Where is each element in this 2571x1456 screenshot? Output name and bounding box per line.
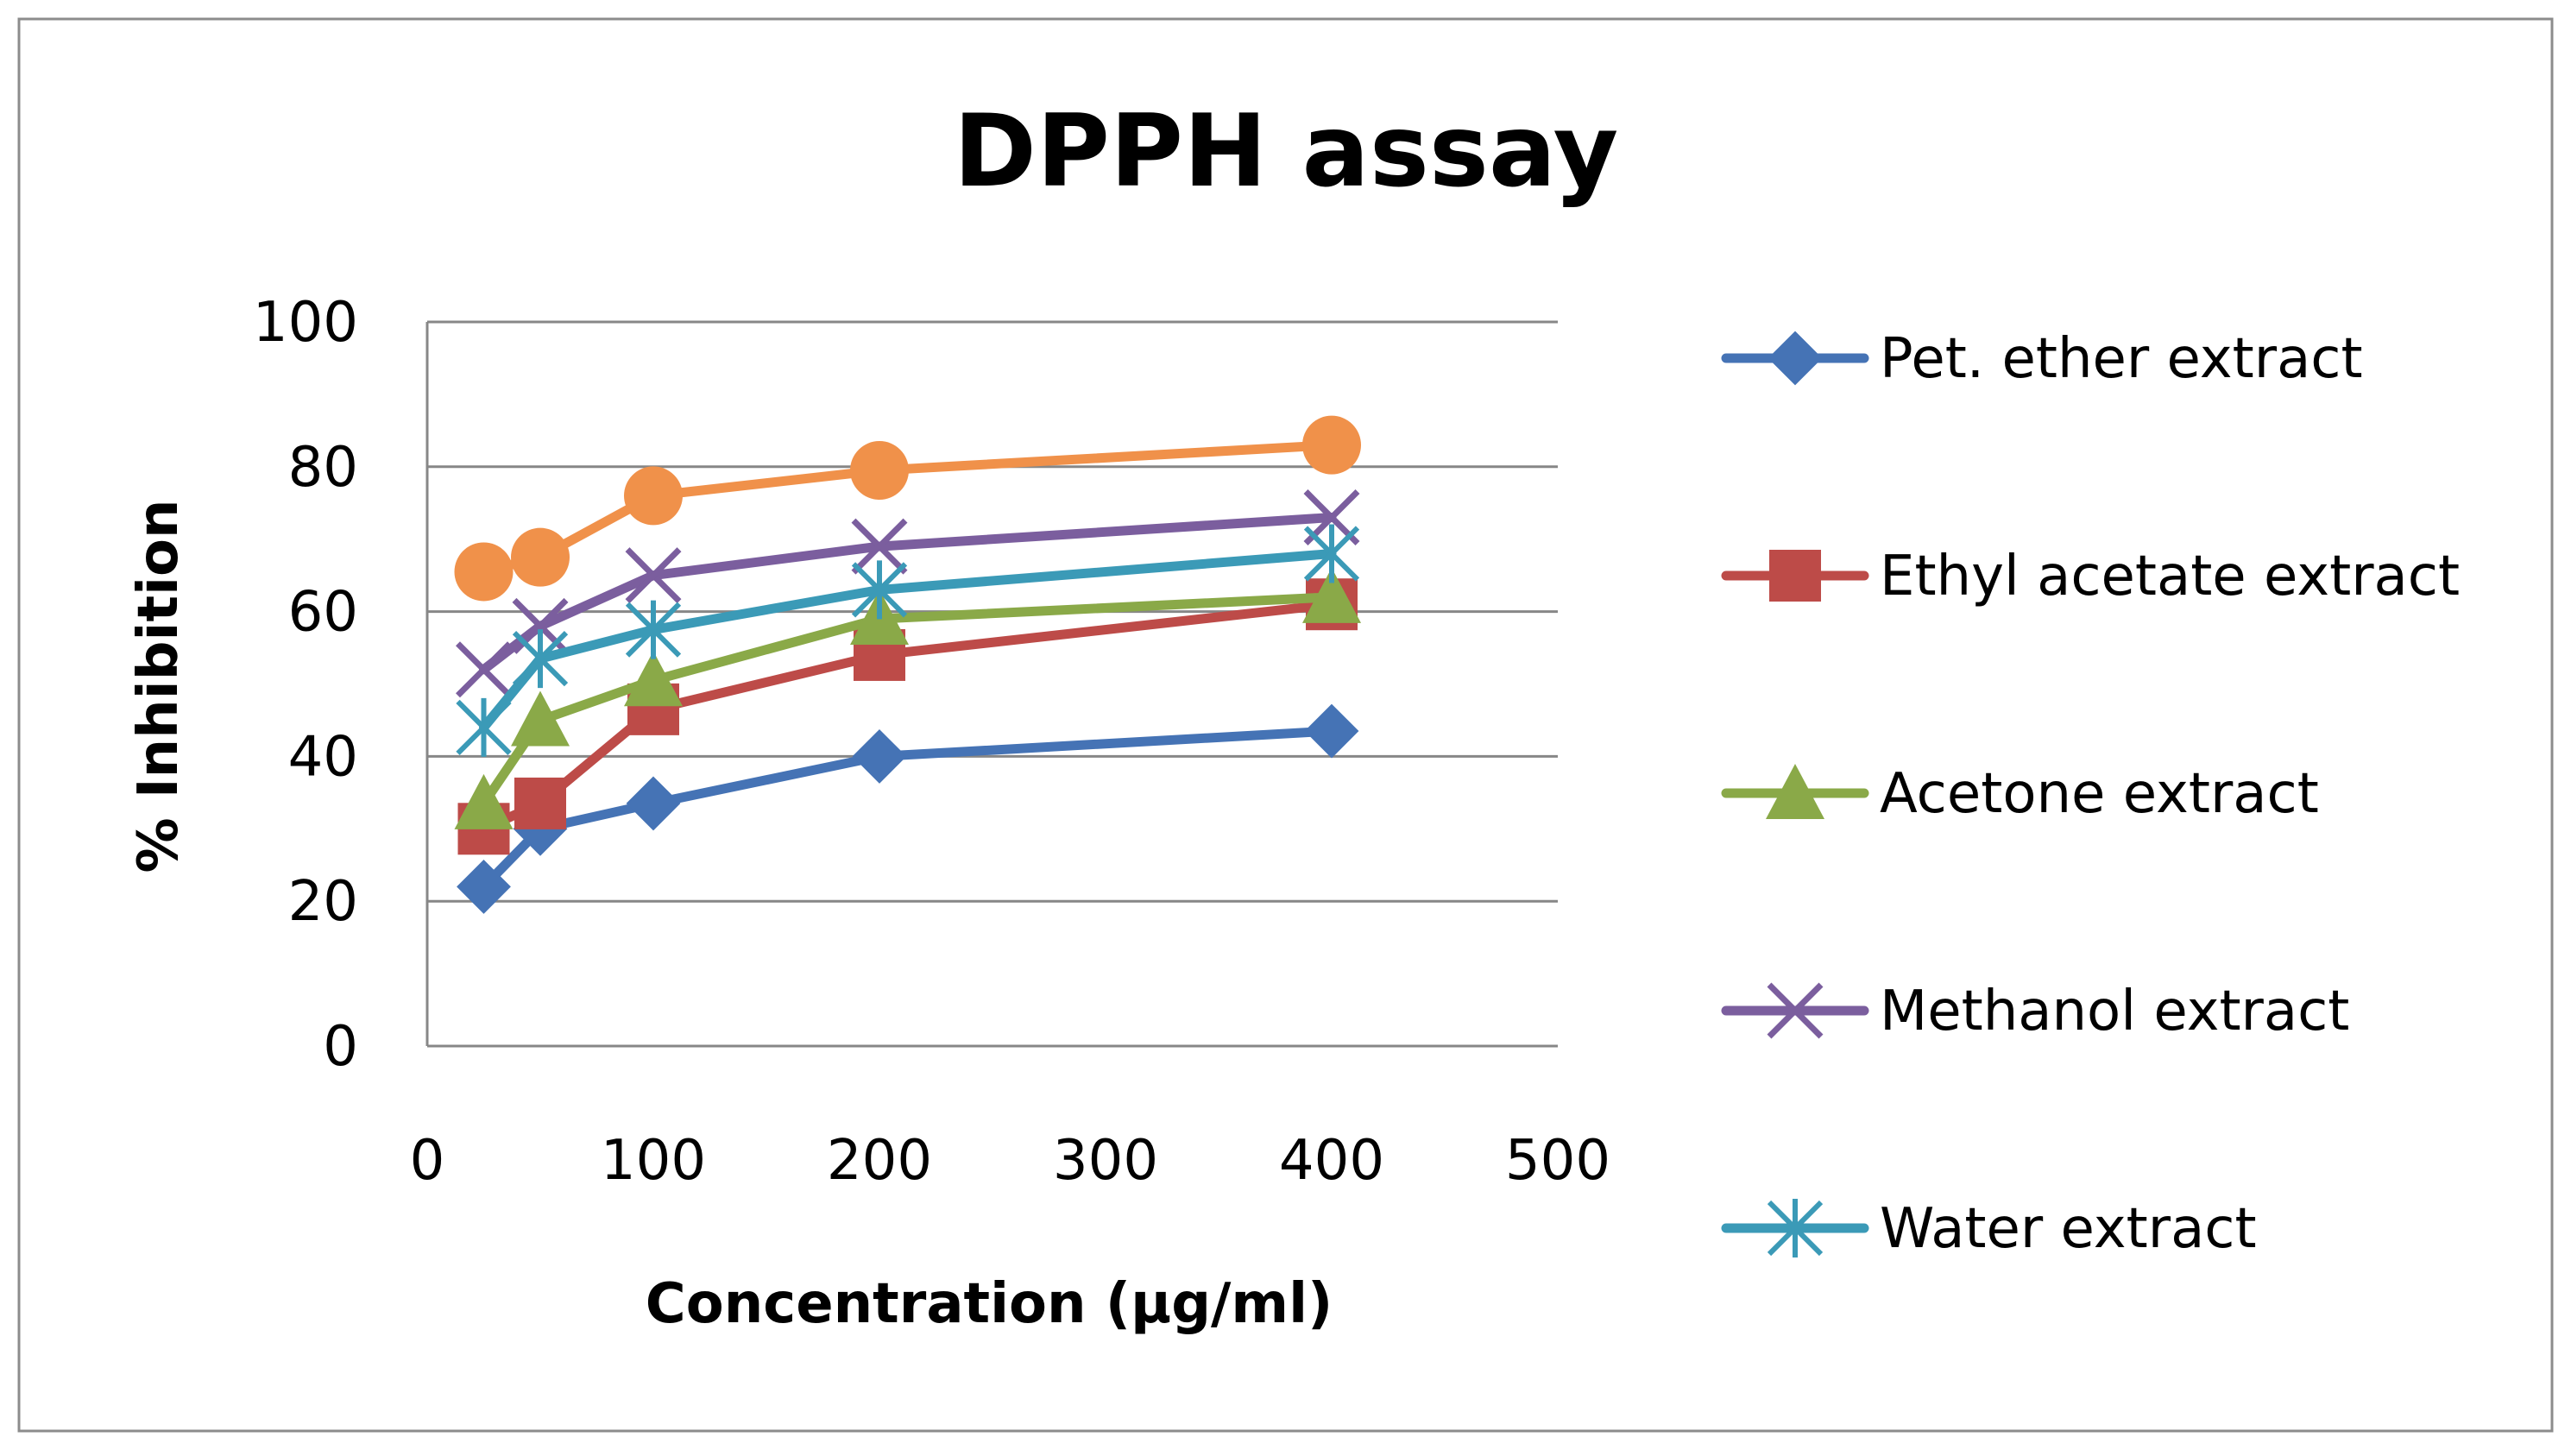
data-point (511, 690, 570, 747)
grid-layer (427, 320, 1558, 903)
legend-item: Water extract (1721, 1197, 2257, 1261)
y-axis-label: % Inhibition (127, 499, 191, 873)
legend-marker (1766, 764, 1824, 819)
data-point (625, 600, 682, 659)
data-point (626, 776, 681, 831)
legend-marker (1767, 982, 1824, 1039)
data-point (624, 651, 683, 707)
y-tick-label: 20 (288, 870, 358, 934)
data-point (511, 527, 570, 587)
legend-item: Methanol extract (1721, 980, 2349, 1043)
data-point (851, 518, 908, 575)
x-tick-label: 0 (410, 1129, 445, 1193)
data-point (1302, 415, 1361, 475)
data-point (850, 440, 909, 500)
legend-marker (1767, 1199, 1824, 1257)
data-point-stroke (851, 518, 908, 575)
legend-item: Acetone extract (1721, 762, 2319, 826)
data-point (851, 560, 908, 620)
y-tick-label: 60 (288, 581, 358, 645)
x-tick-label: 400 (1279, 1129, 1384, 1193)
x-tick-label: 100 (601, 1129, 706, 1193)
legend-label: Ethyl acetate extract (1880, 545, 2460, 608)
legend-marker (1769, 550, 1821, 602)
data-point (456, 697, 512, 757)
legend-marker (1768, 331, 1823, 386)
legend: Pet. ether extract Ethyl acetate extract A… (1721, 327, 2460, 1261)
data-point (1304, 703, 1359, 759)
data-point (625, 547, 682, 604)
chart-frame (17, 17, 2554, 1433)
y-tick-label: 80 (288, 436, 358, 500)
legend-marker-stroke (1767, 982, 1824, 1039)
x-tick-label: 500 (1505, 1129, 1610, 1193)
y-tick-label: 40 (288, 725, 358, 789)
data-point (457, 860, 511, 914)
data-point (514, 777, 566, 829)
x-tick-label: 300 (1053, 1129, 1158, 1193)
legend-label: Acetone extract (1880, 762, 2319, 826)
data-point (512, 629, 569, 689)
axis-layer (425, 322, 1558, 1048)
chart-title: DPPH assay (954, 93, 1618, 210)
series-4 (456, 524, 1360, 757)
legend-label: Methanol extract (1880, 980, 2349, 1043)
data-point (624, 466, 683, 526)
x-axis-label: Concentration (µg/ml) (646, 1272, 1333, 1336)
legend-label: Water extract (1880, 1197, 2257, 1261)
series-5 (454, 415, 1361, 602)
tick-label-layer: 0 20 40 60 80 100 0 100 200 300 400 500 (253, 291, 1610, 1193)
data-point (852, 728, 907, 784)
legend-item: Ethyl acetate extract (1721, 545, 2460, 608)
y-tick-label: 0 (323, 1015, 358, 1079)
data-point (1302, 567, 1361, 623)
data-point (1303, 524, 1360, 583)
y-tick-label: 100 (253, 291, 358, 355)
data-point-stroke (456, 641, 512, 698)
data-point-stroke (625, 547, 682, 604)
legend-item: Pet. ether extract (1721, 327, 2363, 391)
data-point (456, 641, 512, 698)
data-point (454, 542, 514, 602)
legend-label: Pet. ether extract (1880, 327, 2363, 391)
series-layer (454, 415, 1361, 914)
x-tick-label: 200 (827, 1129, 932, 1193)
data-point (454, 773, 514, 829)
